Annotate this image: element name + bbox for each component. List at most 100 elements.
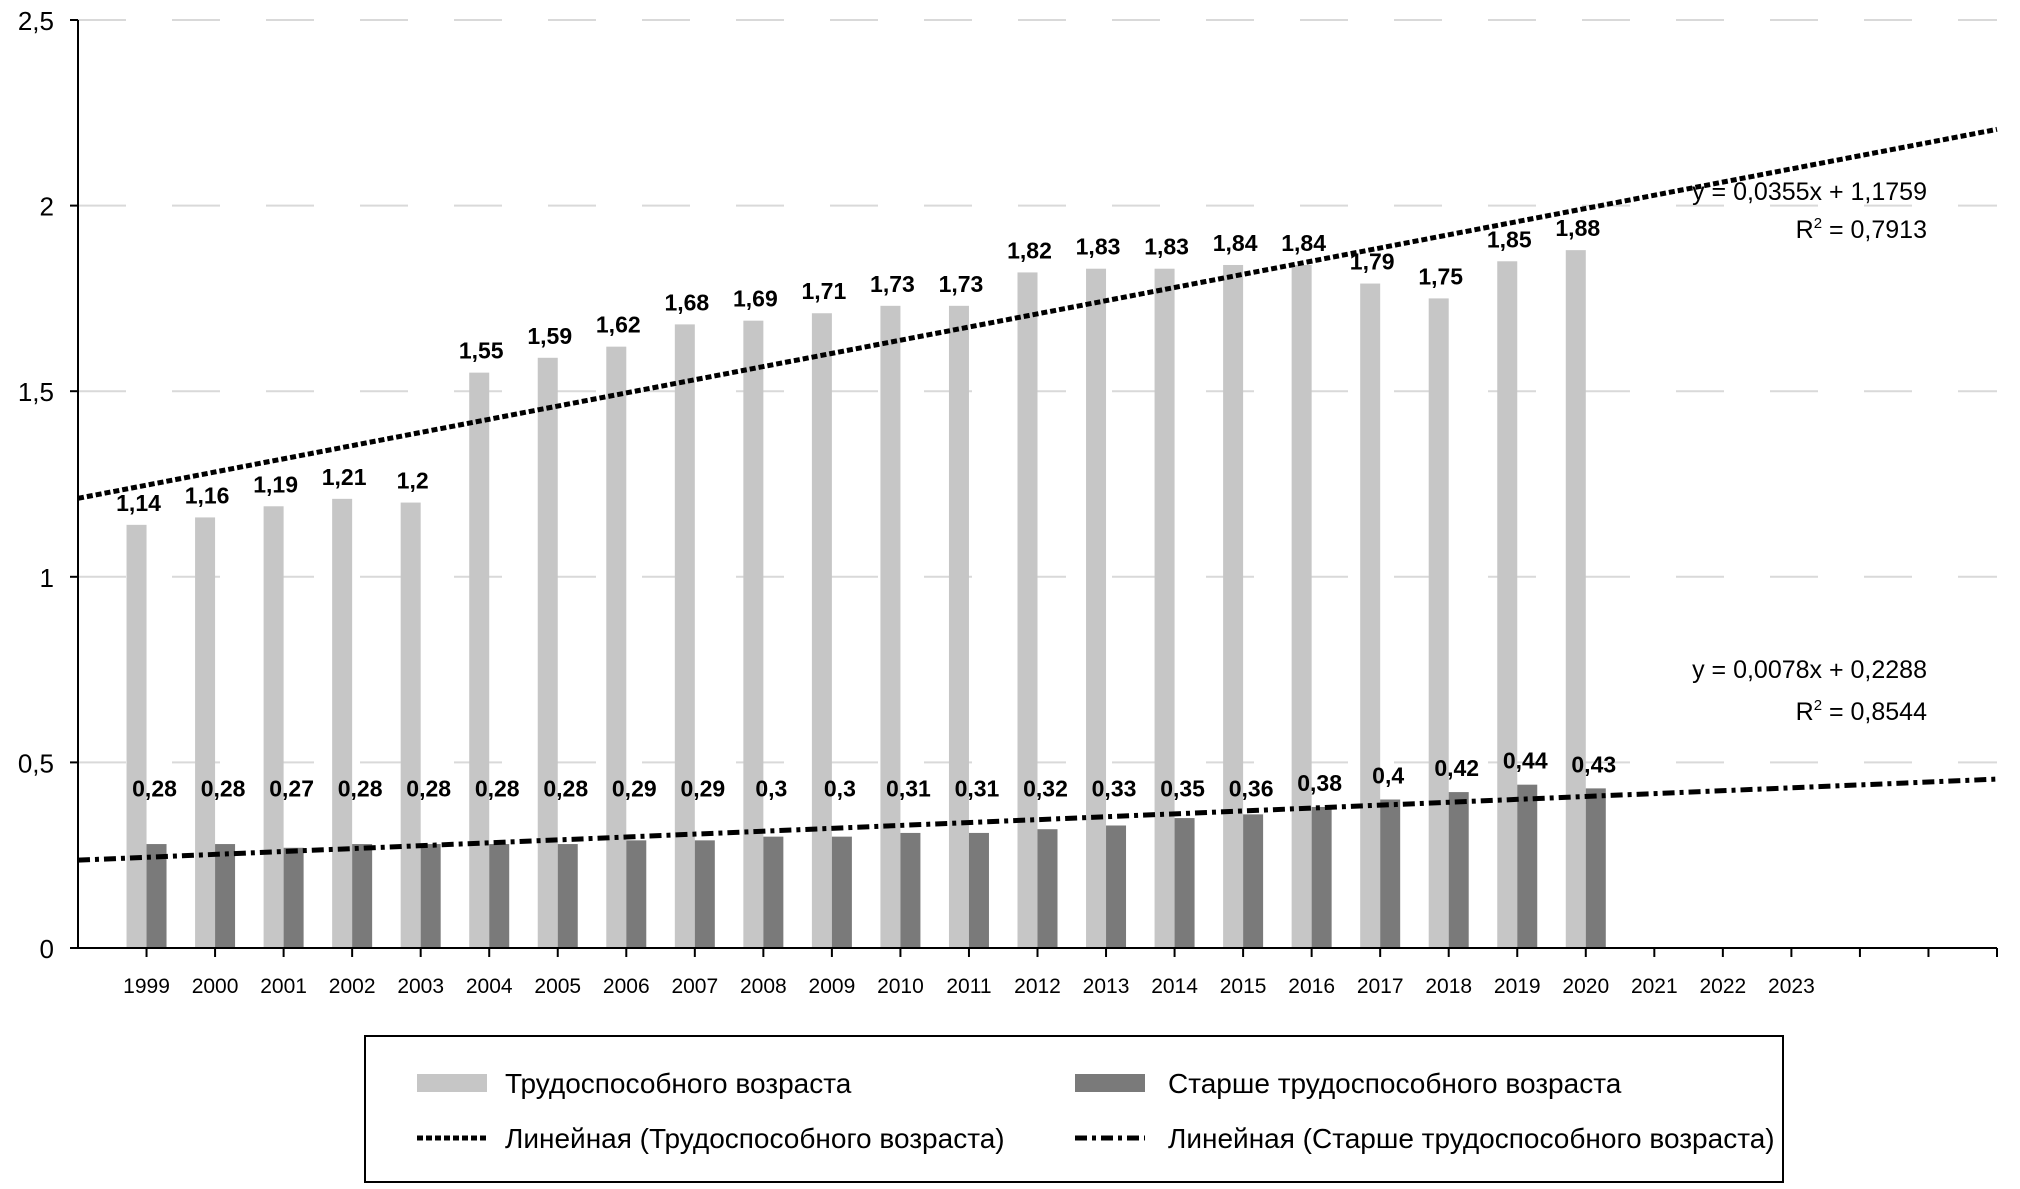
x-tick-label: 2019	[1494, 975, 1541, 998]
bar-working-age	[1017, 272, 1038, 948]
x-tick-label: 2011	[946, 975, 991, 998]
data-label: 1,85	[1487, 226, 1532, 252]
data-label: 0,31	[955, 776, 1000, 802]
data-label: 0,4	[1372, 763, 1404, 789]
data-label: 1,84	[1213, 230, 1258, 256]
bar-working-age	[743, 320, 764, 948]
r2-value: = 0,8544	[1822, 698, 1927, 726]
bar-working-age	[126, 524, 147, 948]
data-label: 0,29	[612, 776, 657, 802]
legend-label: Линейная (Старше трудоспособного возраст…	[1168, 1123, 1775, 1154]
data-label: 0,28	[543, 776, 588, 802]
y-tick-label: 2,5	[18, 6, 54, 36]
data-label: 1,68	[664, 289, 709, 315]
bar-older-age	[1380, 799, 1401, 948]
bar-working-age	[811, 313, 832, 948]
bar-working-age	[1154, 268, 1175, 949]
data-label: 1,79	[1350, 249, 1395, 275]
data-label: 0,31	[886, 776, 931, 802]
x-tick-label: 2016	[1288, 975, 1335, 998]
data-label: 0,32	[1023, 776, 1068, 802]
legend-swatch-older-age	[1075, 1074, 1145, 1092]
x-tick-label: 2002	[329, 975, 376, 998]
x-tick-label: 2022	[1699, 975, 1746, 998]
y-tick-label: 1	[40, 563, 54, 593]
bar-working-age	[880, 305, 901, 949]
legend-label: Старше трудоспособного возраста	[1168, 1068, 1622, 1099]
bar-working-age	[1565, 250, 1586, 949]
bar-older-age	[763, 836, 784, 948]
x-tick-label: 2007	[671, 975, 718, 998]
bar-older-age	[1517, 784, 1538, 948]
legend-swatch-working-age	[417, 1074, 487, 1092]
bar-older-age	[694, 840, 715, 948]
bar-working-age	[537, 357, 558, 948]
data-label: 1,83	[1076, 234, 1121, 260]
x-tick-label: 2021	[1631, 975, 1678, 998]
data-label: 1,88	[1555, 215, 1600, 241]
bar-working-age	[1497, 261, 1518, 948]
x-tick-label: 1999	[123, 975, 170, 998]
bar-working-age	[948, 305, 969, 949]
legend-label: Линейная (Трудоспособного возраста)	[505, 1123, 1005, 1154]
data-label: 0,28	[132, 776, 177, 802]
bar-older-age	[1585, 788, 1606, 948]
data-label: 0,28	[201, 776, 246, 802]
superscript-2: 2	[1814, 215, 1822, 232]
y-tick-label: 1,5	[18, 377, 54, 407]
bar-older-age	[215, 844, 236, 948]
data-label: 1,71	[802, 278, 847, 304]
x-tick-label: 2006	[603, 975, 650, 998]
bar-working-age	[1086, 268, 1107, 949]
bar-working-age	[400, 502, 421, 948]
bar-working-age	[195, 517, 216, 948]
x-tick-label: 2020	[1562, 975, 1609, 998]
data-label: 0,27	[269, 776, 314, 802]
data-label: 1,62	[596, 312, 641, 338]
bar-working-age	[606, 346, 627, 948]
data-label: 0,42	[1434, 755, 1479, 781]
bar-older-age	[626, 840, 647, 948]
data-label: 1,73	[939, 271, 984, 297]
data-label: 1,19	[253, 471, 298, 497]
x-tick-label: 2003	[397, 975, 444, 998]
data-label: 1,59	[527, 323, 572, 349]
x-tick-label: 2015	[1220, 975, 1267, 998]
data-label: 1,2	[397, 468, 429, 494]
x-tick-label: 2017	[1357, 975, 1404, 998]
trendline-equation: y = 0,0078x + 0,2288	[1692, 656, 1927, 684]
x-tick-label: 2008	[740, 975, 787, 998]
trendline-r2: R2 = 0,7913	[1796, 215, 1927, 244]
data-label: 0,44	[1503, 748, 1548, 774]
trendline-r2: R2 = 0,8544	[1796, 697, 1927, 726]
data-label: 1,83	[1144, 234, 1189, 260]
data-label: 1,82	[1007, 237, 1052, 263]
bar-older-age	[146, 844, 167, 948]
bar-older-age	[968, 832, 989, 948]
x-tick-label: 2005	[534, 975, 581, 998]
x-tick-label: 2018	[1425, 975, 1472, 998]
y-tick-label: 2	[40, 192, 54, 222]
data-label: 1,21	[322, 464, 367, 490]
bar-working-age	[1223, 264, 1244, 948]
bar-older-age	[1174, 818, 1195, 948]
data-label: 1,14	[116, 490, 161, 516]
data-label: 0,28	[475, 776, 520, 802]
x-tick-label: 2023	[1768, 975, 1815, 998]
data-label: 1,84	[1281, 230, 1326, 256]
bar-older-age	[557, 844, 578, 948]
bar-older-age	[420, 844, 441, 948]
x-tick-label: 2004	[466, 975, 513, 998]
r2-label: R	[1796, 216, 1814, 244]
data-label: 1,73	[870, 271, 915, 297]
data-label: 0,3	[755, 776, 787, 802]
bar-older-age	[1311, 806, 1332, 948]
data-label: 0,36	[1229, 776, 1274, 802]
bar-older-age	[489, 844, 510, 948]
x-tick-label: 2001	[260, 975, 307, 998]
bar-older-age	[1448, 792, 1469, 948]
bar-older-age	[1243, 814, 1264, 948]
data-label: 0,28	[406, 776, 451, 802]
bar-working-age	[1360, 283, 1381, 948]
data-label: 0,29	[680, 776, 725, 802]
